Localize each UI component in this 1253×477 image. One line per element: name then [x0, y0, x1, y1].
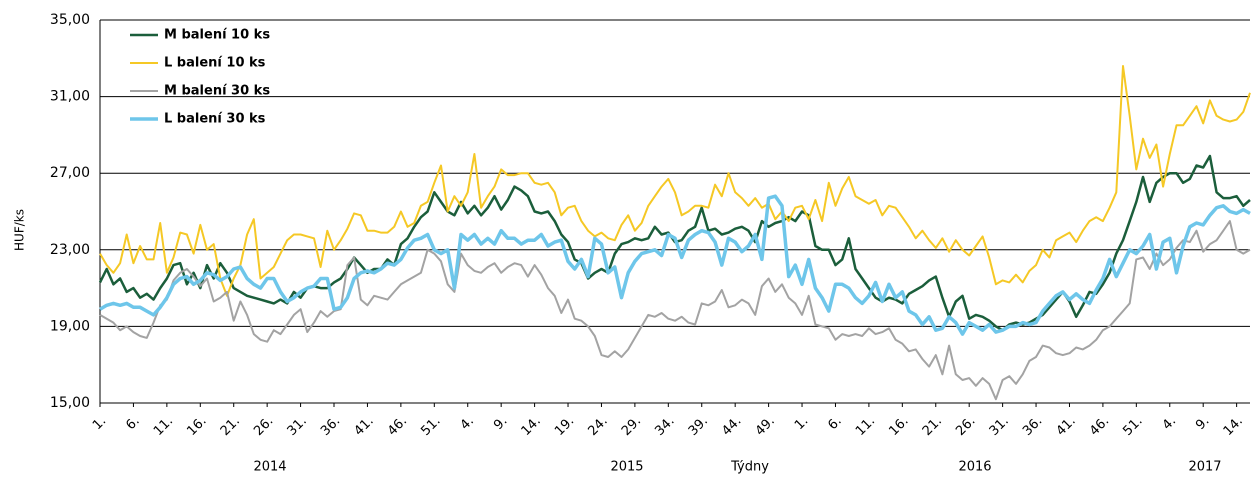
y-tick-label: 35,00 [50, 12, 90, 28]
y-tick-label: 19,00 [50, 318, 90, 334]
series-line [99, 194, 1251, 336]
x-tick-label: 49. [753, 414, 778, 439]
x-tick-label: 14. [1221, 414, 1246, 439]
x-tick-label: 1. [792, 414, 811, 433]
x-tick-label: 24. [586, 414, 611, 439]
x-group-label: 2016 [958, 460, 991, 475]
legend-label: M balení 30 ks [164, 84, 270, 99]
y-tick-label: 31,00 [50, 89, 90, 105]
y-tick-label: 15,00 [50, 395, 90, 411]
x-tick-label: 11. [853, 414, 878, 439]
x-group-label: 2017 [1188, 460, 1221, 475]
x-tick-label: 26. [251, 414, 276, 439]
x-tick-label: 36. [1020, 414, 1045, 439]
x-tick-label: 19. [552, 414, 577, 439]
series-line [99, 220, 1251, 401]
x-tick-label: 21. [920, 414, 945, 439]
x-tick-label: 11. [151, 414, 176, 439]
x-tick-label: 9. [1193, 414, 1212, 433]
legend-label: M balení 10 ks [164, 28, 270, 43]
x-tick-label: 44. [719, 414, 744, 439]
x-tick-label: 4. [1160, 414, 1179, 433]
x-tick-label: 46. [1087, 414, 1112, 439]
x-tick-label: 31. [285, 414, 310, 439]
x-tick-label: 4. [458, 414, 477, 433]
x-tick-label: 39. [686, 414, 711, 439]
legend-label: L balení 30 ks [164, 112, 266, 127]
x-tick-label: 41. [1054, 414, 1079, 439]
x-group-label: 2014 [253, 460, 286, 475]
series-line [99, 65, 1251, 297]
x-tick-label: 16. [184, 414, 209, 439]
x-tick-label: 51. [1120, 414, 1145, 439]
x-tick-label: 6. [123, 414, 142, 433]
legend-label: L balení 10 ks [164, 56, 266, 71]
x-tick-label: 1. [90, 414, 109, 433]
x-tick-label: 34. [652, 414, 677, 439]
x-group-label: 2015 [610, 460, 643, 475]
x-tick-label: 51. [418, 414, 443, 439]
x-tick-label: 41. [352, 414, 377, 439]
x-tick-label: 21. [218, 414, 243, 439]
y-tick-label: 27,00 [50, 165, 90, 181]
x-tick-label: 6. [825, 414, 844, 433]
x-tick-label: 29. [619, 414, 644, 439]
x-tick-label: 14. [519, 414, 544, 439]
x-tick-label: 46. [385, 414, 410, 439]
x-tick-label: 16. [886, 414, 911, 439]
x-tick-label: 31. [987, 414, 1012, 439]
x-axis-label: Týdny [730, 460, 769, 475]
x-tick-label: 26. [953, 414, 978, 439]
x-tick-label: 9. [491, 414, 510, 433]
x-tick-label: 36. [318, 414, 343, 439]
y-tick-label: 23,00 [50, 242, 90, 258]
y-axis-label: HUF/ks [13, 209, 27, 251]
